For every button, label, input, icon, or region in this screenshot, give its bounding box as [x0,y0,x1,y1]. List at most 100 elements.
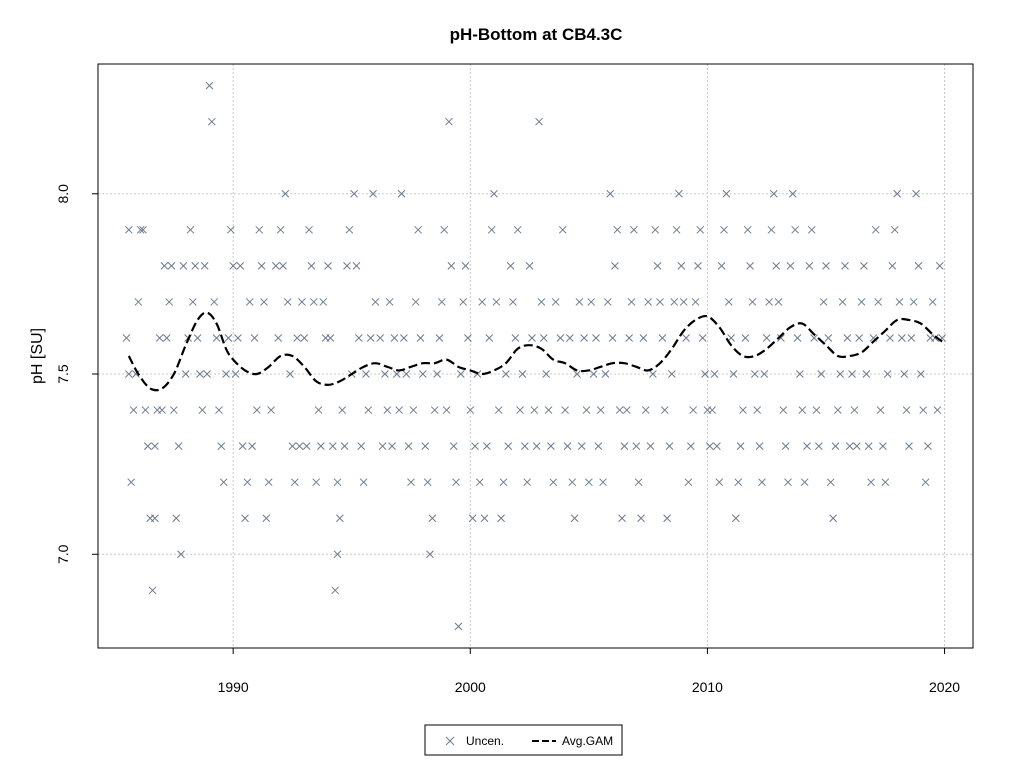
data-point [345,225,354,234]
data-point [708,406,717,414]
data-point [606,189,615,198]
data-point [260,298,268,306]
data-point [122,334,131,342]
data-point [582,406,591,414]
data-point [440,225,449,234]
data-point [170,406,178,414]
data-point [243,478,252,487]
data-point [644,298,652,306]
data-point [497,514,505,523]
data-point [883,370,892,378]
data-point [622,406,631,414]
data-point [371,298,380,306]
data-point [181,370,190,378]
data-point [155,334,164,342]
data-point [833,406,842,414]
data-point [817,370,826,378]
data-point [646,442,655,450]
data-point [843,334,852,342]
data-point [639,334,648,342]
y-tick-label: 8.0 [55,184,71,204]
gam-line-group [127,311,943,392]
data-point [855,334,864,342]
data-point [893,189,901,198]
data-point [528,334,536,342]
data-point [309,298,318,306]
data-point [207,117,216,126]
data-point [530,406,539,414]
data-point [162,334,171,342]
data-point [724,298,733,306]
data-point [231,370,240,378]
data-point [798,406,807,414]
data-point [274,334,283,342]
data-point [781,442,790,450]
data-point [516,406,524,414]
data-point [364,406,373,414]
data-point [691,298,700,306]
data-point [300,334,309,342]
data-point [667,370,676,378]
data-point [532,442,541,450]
data-point [359,478,368,487]
data-point [445,117,453,126]
data-point [520,442,529,450]
data-point [281,189,290,198]
data-point [124,225,133,234]
data-point [388,442,396,450]
data-point [525,262,534,270]
data-point [378,442,387,450]
data-point [127,478,136,487]
data-point [748,298,757,306]
data-point [822,262,830,270]
data-point [369,189,377,198]
data-point [253,406,261,414]
data-point [916,370,925,378]
data-point [203,370,211,378]
data-point [537,298,546,306]
data-point [924,442,932,450]
data-point [409,406,418,414]
data-point [333,550,342,559]
data-point [684,478,693,487]
data-point [502,370,510,378]
data-point [343,262,351,270]
data-point [587,298,596,306]
data-point [468,514,477,523]
data-point [433,370,441,378]
data-point [649,370,657,378]
data-point [739,406,747,414]
data-point [765,298,773,306]
data-point [179,262,188,270]
data-point [722,189,731,198]
data-point [632,442,641,450]
data-point [404,442,413,450]
data-point [596,406,605,414]
data-point [305,225,313,234]
data-point [165,298,173,306]
data-point [255,225,264,234]
x-tick-label: 2020 [929,679,960,695]
data-point [608,334,617,342]
data-point [867,478,875,487]
data-point [630,225,638,234]
data-point [603,298,612,306]
data-point [167,262,176,270]
data-point [907,334,916,342]
data-point [686,442,695,450]
data-point [556,334,565,342]
data-point [566,334,574,342]
data-point [760,370,769,378]
data-point [234,334,242,342]
data-point [475,478,484,487]
data-point [914,262,923,270]
data-point [881,478,890,487]
data-point [174,442,183,450]
data-point [456,370,465,378]
data-point [487,225,496,234]
data-point [812,406,821,414]
data-point [838,298,847,306]
data-point [769,189,778,198]
data-point [627,298,636,306]
data-point [539,334,548,342]
